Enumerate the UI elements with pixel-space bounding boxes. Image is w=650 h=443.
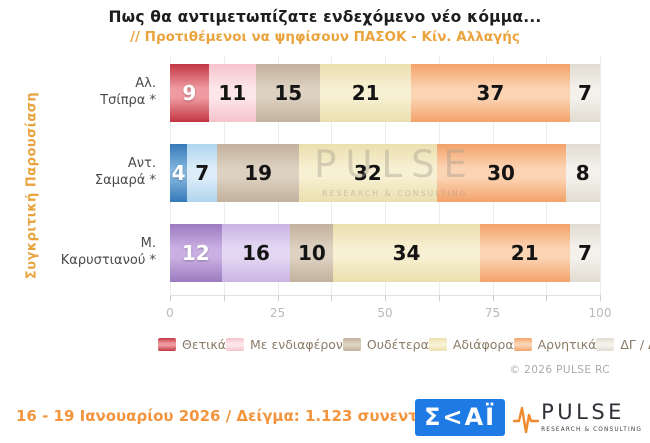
y-axis-labels: Αλ. Τσίπρα * Αντ. Σαμαρά * Μ. Καρυστιανού * xyxy=(36,57,162,295)
axis-tick xyxy=(385,295,386,301)
legend-item: Θετικά xyxy=(158,337,226,352)
legend-label: Αρνητικά xyxy=(537,336,597,352)
bar-category-label-line: Καρυστιανού * xyxy=(60,253,156,268)
gridline xyxy=(600,57,601,295)
legend-swatch xyxy=(513,337,532,351)
legend-swatch xyxy=(158,337,176,351)
bar-category-label-line: Τσίπρα * xyxy=(100,93,156,108)
segment-dgda_gray: 8 xyxy=(565,144,600,202)
legend: Θετικά Με ενδιαφέρον Ουδέτερα Αδιάφορα Αρνητ… xyxy=(158,334,650,354)
legend-item: Με ενδιαφέρον xyxy=(225,336,343,352)
segment-adiafora_cream: 34 xyxy=(333,224,480,282)
segment-thetika_red: 9 xyxy=(170,64,209,122)
axis-tick xyxy=(277,295,279,301)
legend-label: Θετικά xyxy=(182,336,226,352)
segment-oudetera_tan: 15 xyxy=(255,64,321,122)
bar-row-2: 4 7 19 32 30 8 xyxy=(170,144,600,202)
legend-swatch xyxy=(342,337,361,351)
pulse-logo-subtext: RESEARCH & CONSULTING xyxy=(541,426,642,433)
legend-label: ΔΓ / ΔΑ xyxy=(620,336,650,352)
x-axis-line xyxy=(170,295,600,296)
segment-samaras_lightblue: 7 xyxy=(187,144,218,202)
segment-arnitika_orange: 30 xyxy=(436,144,566,202)
legend-swatch xyxy=(225,337,244,351)
footer-logos: Σ<ΑΪ PULSE RESEARCH & CONSULTING xyxy=(415,398,642,436)
bar-category-label-line: Μ. xyxy=(140,236,156,252)
segment-dgda_gray: 7 xyxy=(569,224,600,282)
axis-tick xyxy=(331,295,333,301)
axis-tick xyxy=(223,295,225,301)
segment-oudetera_tan: 19 xyxy=(217,144,299,202)
legend-label: Με ενδιαφέρον xyxy=(249,336,343,352)
chart-title: Πως θα αντιμετωπίζατε ενδεχόμενο νέο κόμ… xyxy=(108,8,542,26)
segment-arnitika_orange: 37 xyxy=(410,64,570,122)
segment-samaras_blue: 4 xyxy=(170,144,188,202)
segment-endiaferon_pink: 11 xyxy=(208,64,256,122)
skai-logo-text: Σ<ΑΪ xyxy=(424,403,497,431)
chart-subtitle: // Προτιθέμενοι να ψηφίσουν ΠΑΣΟΚ - Κίν.… xyxy=(130,29,520,45)
legend-item: Αρνητικά xyxy=(513,336,597,352)
pulse-logo: PULSE RESEARCH & CONSULTING xyxy=(513,398,642,436)
legend-swatch xyxy=(596,337,615,351)
segment-karystianou_lightpurple: 16 xyxy=(221,224,291,282)
bar-category-label: Μ. Καρυστιανού * xyxy=(36,224,156,282)
segment-arnitika_orange: 21 xyxy=(479,224,570,282)
axis-tick xyxy=(438,295,440,301)
skai-logo: Σ<ΑΪ xyxy=(415,398,506,436)
segment-karystianou_purple: 12 xyxy=(170,224,222,282)
segment-dgda_gray: 7 xyxy=(569,64,600,122)
footer-bar: 16 - 19 Ιανουαρίου 2026 / Δείγμα: 1.123 … xyxy=(0,394,650,443)
bar-row-3: 12 16 10 34 21 7 xyxy=(170,224,600,282)
segment-adiafora_cream: 21 xyxy=(320,64,411,122)
x-tick-label: 75 xyxy=(484,306,501,320)
axis-tick xyxy=(600,295,601,301)
bar-category-label-line: Σαμαρά * xyxy=(94,173,156,188)
bar-category-label: Αντ. Σαμαρά * xyxy=(36,144,156,202)
legend-item: ΔΓ / ΔΑ xyxy=(596,337,650,352)
survey-date-sample: 16 - 19 Ιανουαρίου 2026 / Δείγμα: 1.123 … xyxy=(16,407,469,425)
axis-tick xyxy=(492,295,494,301)
x-tick-label: 25 xyxy=(269,306,286,320)
legend-label: Αδιάφορα xyxy=(452,336,514,352)
bar-category-label-line: Αλ. xyxy=(135,76,156,92)
segment-oudetera_tan: 10 xyxy=(290,224,334,282)
axis-tick xyxy=(546,295,548,301)
pulse-waveform-icon xyxy=(513,406,540,434)
legend-swatch xyxy=(428,337,447,351)
legend-item: Αδιάφορα xyxy=(428,336,514,352)
segment-adiafora_cream: 32 xyxy=(298,144,437,202)
bar-category-label: Αλ. Τσίπρα * xyxy=(36,64,156,122)
bar-row-1: 9 11 15 21 37 7 xyxy=(170,64,600,122)
bar-category-label-line: Αντ. xyxy=(127,156,156,172)
copyright-note: © 2026 PULSE RC xyxy=(509,364,610,376)
pulse-logo-word: PULSE xyxy=(541,399,625,424)
legend-label: Ουδέτερα xyxy=(366,336,429,352)
pulse-logo-text: PULSE RESEARCH & CONSULTING xyxy=(541,399,642,433)
axis-tick xyxy=(170,295,171,301)
x-tick-label: 0 xyxy=(166,306,174,320)
plot-area: PULSE RESEARCH & CONSULTING 0 25 50 75 100 9 1… xyxy=(166,57,611,327)
legend-item: Ουδέτερα xyxy=(342,336,429,352)
x-tick-label: 50 xyxy=(377,306,393,320)
x-tick-label: 100 xyxy=(588,306,612,320)
